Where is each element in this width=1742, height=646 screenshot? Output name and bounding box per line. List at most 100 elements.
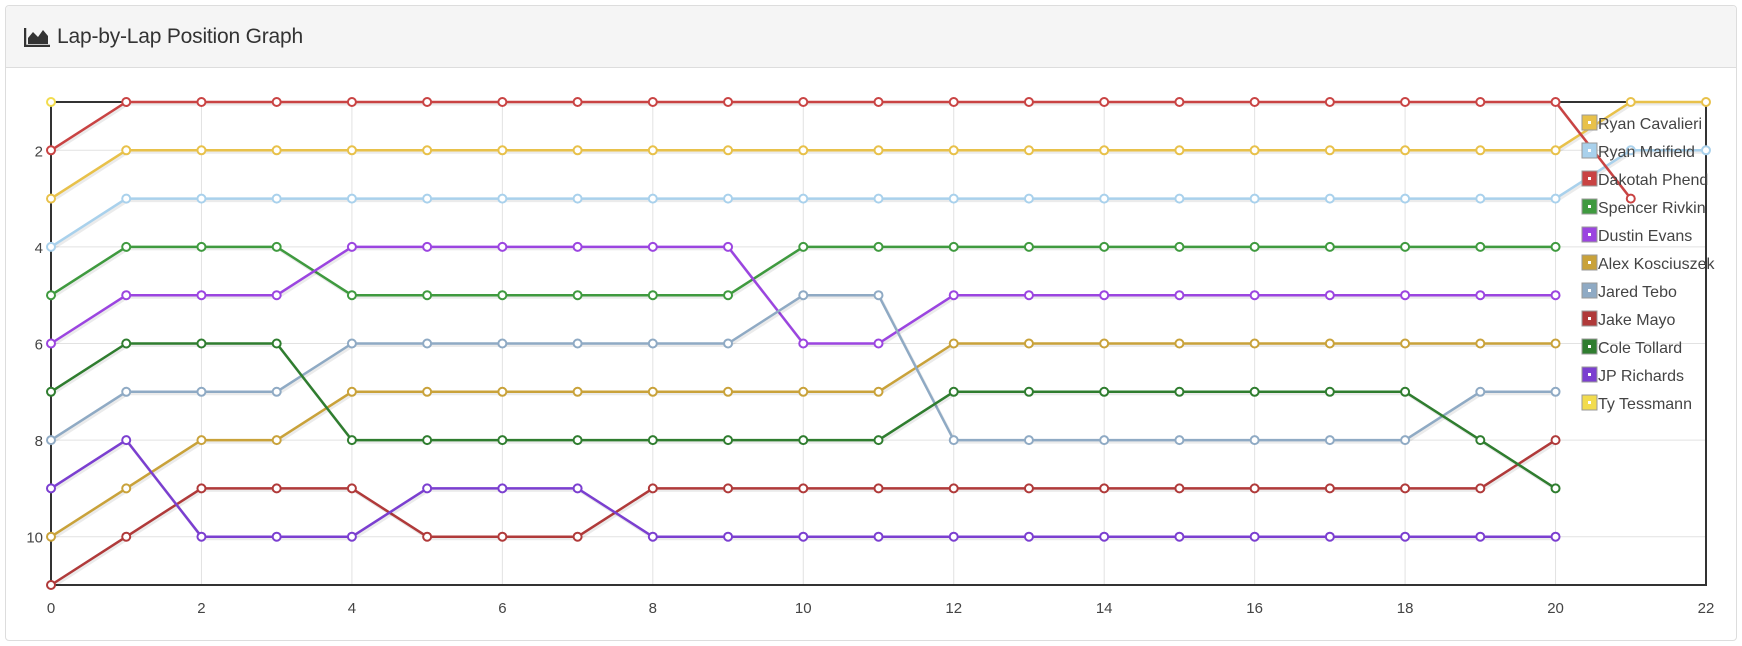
data-point [798, 290, 809, 301]
data-point [1099, 97, 1110, 107]
data-point [1023, 386, 1034, 397]
data-point [798, 386, 809, 397]
data-point [1324, 145, 1335, 156]
data-point [647, 531, 658, 542]
data-point [422, 386, 433, 397]
data-point [723, 193, 734, 204]
data-point [46, 290, 56, 301]
data-point [1174, 386, 1185, 397]
data-point [46, 531, 56, 542]
data-point [1475, 338, 1486, 349]
series [46, 241, 1561, 349]
data-point [422, 145, 433, 156]
data-point [647, 193, 658, 204]
data-point [1550, 193, 1561, 204]
legend-label: Jared Tebo [1598, 284, 1677, 301]
data-point [196, 193, 207, 204]
data-point [121, 145, 132, 156]
data-point [948, 241, 959, 252]
data-point [572, 483, 583, 494]
data-point [1174, 531, 1185, 542]
data-point [948, 338, 959, 349]
data-point [948, 386, 959, 397]
data-point [1400, 290, 1411, 301]
data-point [1099, 483, 1110, 494]
data-point [572, 290, 583, 301]
data-point [647, 97, 658, 107]
data-point [121, 193, 132, 204]
data-point [1023, 241, 1034, 252]
legend-swatch-dot [1588, 121, 1591, 124]
series [46, 97, 56, 107]
data-point [1249, 386, 1260, 397]
series-group [46, 97, 1711, 590]
data-point [798, 241, 809, 252]
data-point [1475, 290, 1486, 301]
data-point [121, 531, 132, 542]
data-point [196, 386, 207, 397]
data-point [1550, 145, 1561, 156]
x-tick-label: 20 [1547, 600, 1564, 617]
chart-panel: Lap-by-Lap Position Graph [5, 5, 1737, 641]
data-point [873, 435, 884, 446]
data-point [46, 483, 56, 494]
data-point [1174, 435, 1185, 446]
data-point [572, 193, 583, 204]
data-point [723, 241, 734, 252]
data-point [1475, 483, 1486, 494]
data-point [1550, 531, 1561, 542]
data-point [798, 193, 809, 204]
legend-label: Alex Kosciuszek [1598, 256, 1715, 273]
data-point [1249, 241, 1260, 252]
data-point [1249, 193, 1260, 204]
legend-swatch-dot [1588, 289, 1591, 292]
data-point [1625, 193, 1636, 204]
data-point [196, 97, 207, 107]
series [46, 435, 1561, 590]
data-point [1701, 145, 1711, 156]
data-point [798, 145, 809, 156]
data-point [1249, 290, 1260, 301]
series-line-shadow [51, 344, 1558, 492]
data-point [1099, 193, 1110, 204]
y-tick-label: 2 [35, 143, 43, 160]
series [46, 97, 1711, 204]
data-point [46, 580, 56, 590]
panel-heading: Lap-by-Lap Position Graph [6, 6, 1736, 68]
data-point [572, 531, 583, 542]
data-point [948, 290, 959, 301]
data-point [1550, 290, 1561, 301]
legend-swatch-dot [1588, 345, 1591, 348]
data-point [1324, 241, 1335, 252]
data-point [422, 193, 433, 204]
data-point [121, 386, 132, 397]
data-point [948, 193, 959, 204]
data-point [873, 290, 884, 301]
y-tick-label: 4 [35, 240, 43, 257]
data-point [196, 290, 207, 301]
data-point [723, 531, 734, 542]
data-point [1249, 338, 1260, 349]
data-point [647, 483, 658, 494]
data-point [271, 290, 282, 301]
panel-title: Lap-by-Lap Position Graph [57, 24, 303, 48]
data-point [46, 193, 56, 204]
data-point [196, 338, 207, 349]
legend-swatch-dot [1588, 401, 1591, 404]
data-point [497, 145, 508, 156]
data-point [422, 97, 433, 107]
data-point [1475, 241, 1486, 252]
data-point [346, 193, 357, 204]
data-point [271, 145, 282, 156]
data-point [1174, 483, 1185, 494]
data-point [422, 290, 433, 301]
data-point [723, 435, 734, 446]
data-point [271, 435, 282, 446]
data-point [1099, 531, 1110, 542]
data-point [121, 435, 132, 446]
data-point [271, 386, 282, 397]
data-point [873, 531, 884, 542]
data-point [1475, 435, 1486, 446]
data-point [873, 193, 884, 204]
data-point [1023, 531, 1034, 542]
